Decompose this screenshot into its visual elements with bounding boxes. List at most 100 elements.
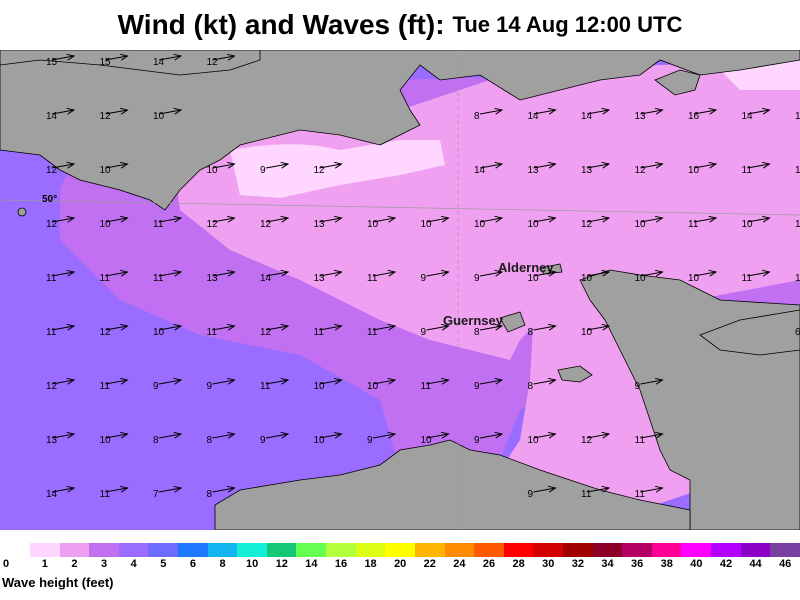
wind-arrow: 10 (153, 110, 181, 122)
colorbar-swatch (59, 543, 90, 557)
wind-direction-line (319, 164, 342, 168)
wind-arrow: 9 (474, 272, 502, 284)
colorbar-tick: 0 (2, 558, 10, 570)
wind-speed-label: 9 (260, 435, 266, 446)
wind-speed-label: 13 (528, 165, 540, 176)
wind-arrow: 12 (207, 56, 235, 68)
wind-direction-line (158, 218, 181, 222)
wind-direction-line (479, 110, 502, 114)
wind-direction-line (640, 272, 663, 276)
wind-direction-line (640, 218, 663, 222)
wind-arrow: 12 (46, 380, 74, 392)
colorbar-swatch (533, 543, 563, 557)
wind-speed-label: 10 (314, 435, 326, 446)
wind-speed-label: 12 (100, 327, 112, 338)
wind-speed-label: 11 (46, 327, 57, 338)
wind-speed-label: 10 (367, 381, 379, 392)
wind-direction-line (586, 488, 609, 492)
wind-speed-label: 11 (46, 273, 57, 284)
wind-speed-label: 8 (207, 489, 213, 500)
colorbar-tick: 30 (542, 558, 555, 570)
wind-direction-line (747, 218, 770, 222)
land-isle-of-wight (654, 69, 701, 96)
wind-direction-line (586, 272, 609, 276)
wind-speed-label: 11 (100, 489, 111, 500)
colorbar-tick: 6 (189, 558, 196, 570)
colorbar-swatch (207, 543, 238, 557)
colorbar-tick: 32 (571, 558, 584, 570)
colorbar-tick: 44 (749, 558, 762, 570)
wind-direction-line (586, 110, 609, 114)
colorbar-tick: 4 (130, 558, 137, 570)
wind-arrow: 10 (474, 218, 502, 230)
wind-arrow: 11 (367, 326, 395, 338)
wind-direction-line (158, 380, 181, 384)
wind-arrow: 15 (46, 56, 74, 68)
wind-arrow: 10 (688, 164, 716, 176)
wind-direction-line (426, 272, 449, 276)
wind-direction-line (533, 380, 556, 384)
latitude-label: 50° (42, 194, 57, 205)
colorbar-swatch (30, 543, 60, 557)
wind-arrow: 14 (528, 110, 556, 122)
wind-direction-line (51, 56, 74, 60)
wind-speed-label: 10 (528, 435, 540, 446)
wind-direction-line (533, 272, 556, 276)
wind-speed-label: 9 (367, 435, 373, 446)
wind-speed-label: 12 (581, 435, 593, 446)
wind-arrow: 12 (46, 164, 74, 176)
wind-arrow: 10 (742, 218, 770, 230)
land-normandy-east (699, 309, 800, 356)
wind-arrow: 13 (207, 272, 235, 284)
wind-arrow: 11 (260, 380, 288, 392)
wind-arrow: 13 (581, 164, 609, 176)
colorbar-swatch (740, 543, 771, 557)
wind-arrow: 11 (46, 326, 74, 338)
wind-direction-line (693, 164, 716, 168)
wind-speed-label: 13 (314, 273, 326, 284)
wind-speed-label: 14 (474, 165, 486, 176)
wind-arrow: 10 (528, 218, 556, 230)
wind-speed-label: 10 (314, 381, 326, 392)
wind-arrow: 11 (581, 488, 609, 500)
colorbar-tick: 8 (219, 558, 226, 570)
land-jersey (557, 365, 593, 383)
wind-direction-line (105, 488, 128, 492)
wind-arrow: 12 (260, 326, 288, 338)
wind-speed-label: 10 (581, 327, 593, 338)
wind-arrow: 12 (46, 218, 74, 230)
wind-direction-line (158, 434, 181, 438)
colorbar-tick: 10 (245, 558, 259, 570)
wind-speed-label: 12 (314, 165, 326, 176)
wind-speed-label: 13 (207, 273, 219, 284)
land-scilly (17, 207, 27, 217)
wind-arrow: 8 (207, 434, 235, 446)
wind-direction-line (426, 326, 449, 330)
wind-direction-line (105, 56, 128, 60)
wind-direction-line (747, 110, 770, 114)
wind-arrow: 11 (367, 272, 395, 284)
wave-height-colorbar (30, 543, 800, 557)
wind-arrow: 12 (581, 434, 609, 446)
wind-direction-line (693, 218, 716, 222)
colorbar-tick: 1 (41, 558, 48, 570)
wind-speed-label: 12 (207, 219, 219, 230)
wind-arrow: 8 (528, 380, 556, 392)
land-wales (0, 50, 261, 76)
colorbar-swatch (385, 543, 415, 557)
wind-direction-line (158, 326, 181, 330)
wind-arrow: 11 (635, 434, 663, 446)
wind-speed-label: 8 (474, 327, 480, 338)
wind-direction-line (319, 434, 342, 438)
wind-direction-line (212, 164, 235, 168)
wind-speed-label: 13 (635, 111, 647, 122)
colorbar-tick: 36 (630, 558, 644, 570)
wind-speed-label: 11 (367, 327, 378, 338)
wind-arrow: 12 (581, 218, 609, 230)
wind-arrow: 14 (46, 110, 74, 122)
wind-speed-label: 9 (207, 381, 213, 392)
wind-arrow: 11 (742, 272, 770, 284)
colorbar-tick: 5 (160, 558, 167, 570)
wind-speed-label: 8 (474, 111, 480, 122)
colorbar-tick: 20 (394, 558, 407, 570)
